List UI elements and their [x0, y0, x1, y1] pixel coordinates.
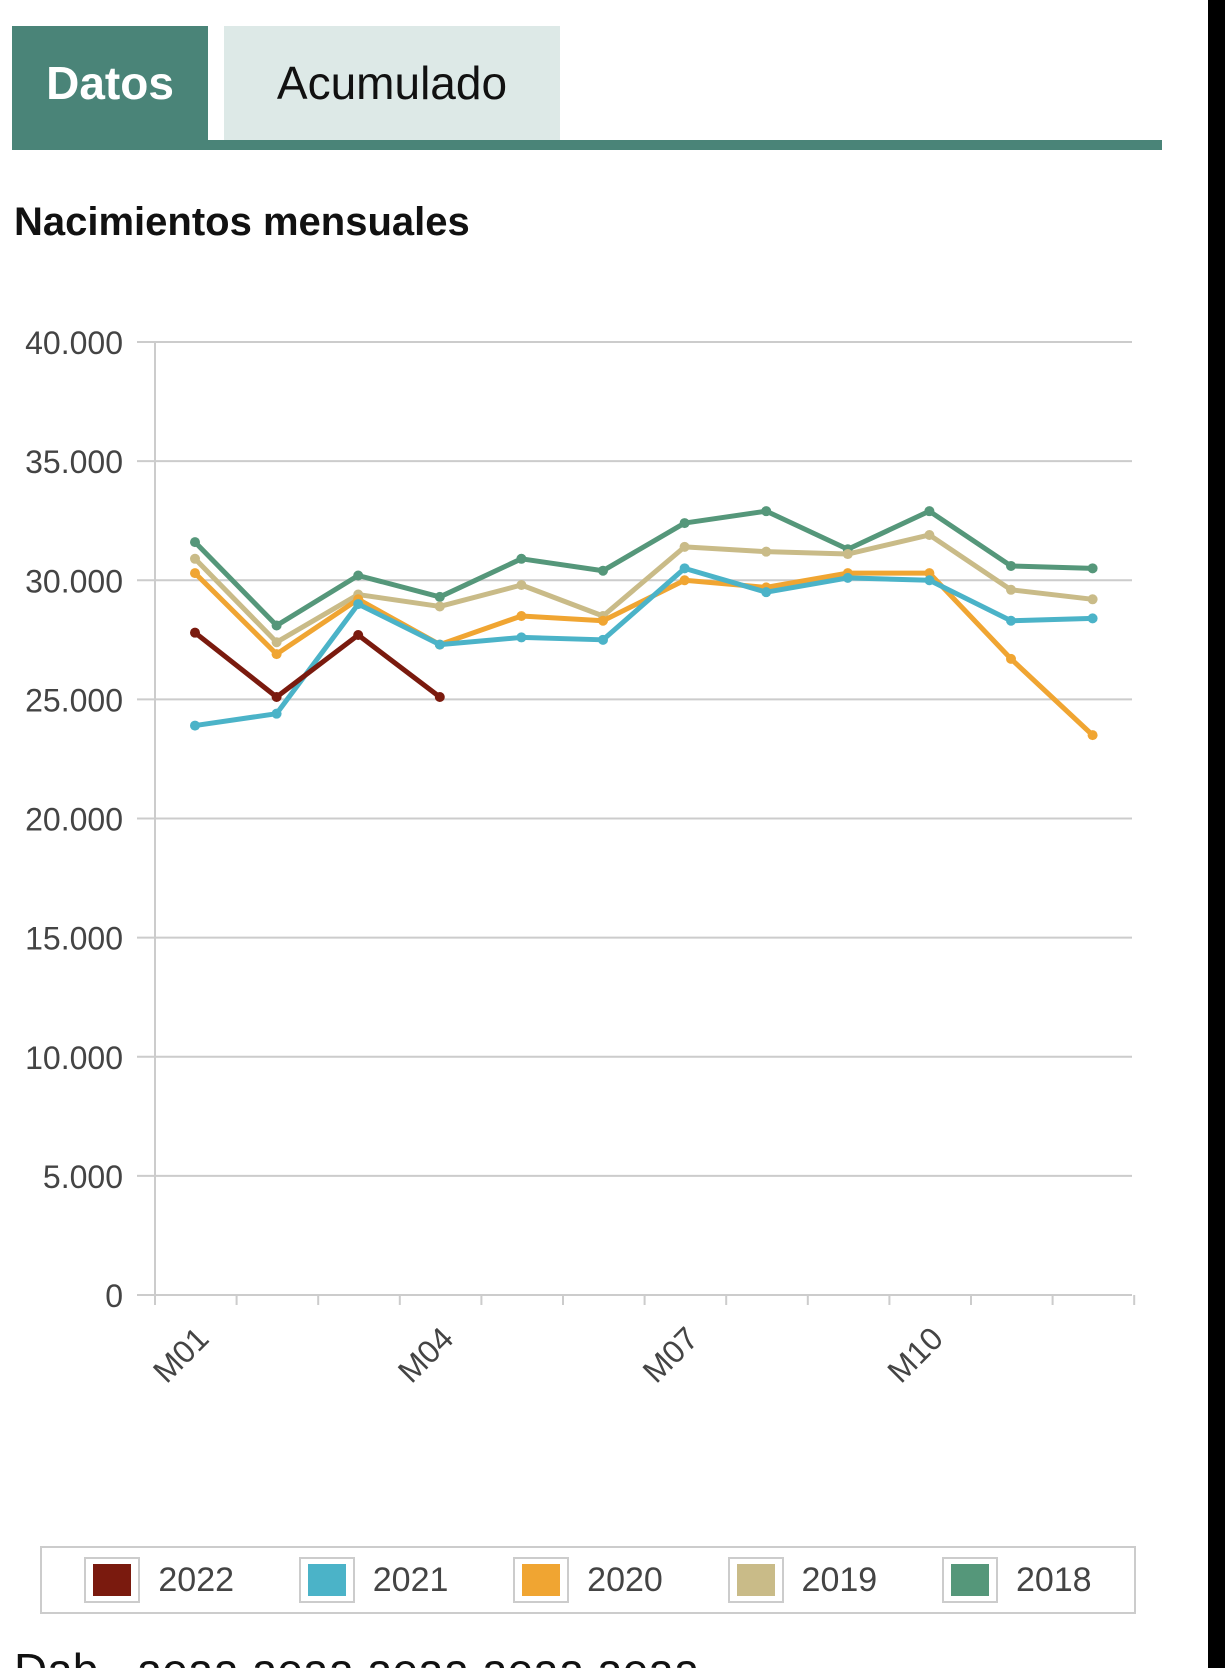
data-point — [679, 541, 690, 552]
data-point — [190, 568, 200, 579]
data-point — [271, 620, 282, 631]
data-point — [924, 575, 935, 586]
data-point — [1006, 615, 1016, 626]
data-point — [598, 615, 608, 626]
data-point — [353, 599, 364, 610]
data-point — [271, 649, 282, 660]
data-point — [761, 587, 772, 598]
chart-title: Nacimientos mensuales — [14, 200, 470, 244]
data-point — [271, 637, 282, 648]
data-point — [598, 565, 608, 576]
data-point — [434, 601, 445, 612]
series-line — [194, 565, 1093, 729]
y-tick-label: 10.000 — [25, 1040, 123, 1076]
legend-swatch — [513, 1557, 570, 1603]
x-tick-label: M01 — [146, 1320, 215, 1389]
tab-bar: Datos Acumulado — [12, 26, 1162, 152]
data-point — [842, 549, 853, 560]
data-point — [761, 506, 772, 517]
data-point — [598, 634, 608, 645]
series-2018 — [190, 506, 1098, 631]
data-point — [1006, 653, 1016, 664]
legend-label: 2020 — [587, 1560, 663, 1599]
legend-swatch — [727, 1557, 784, 1603]
x-tick-label: M07 — [636, 1320, 705, 1389]
footer-text: Dab...aeaa aeaa aeaa aeaa aeaa — [14, 1640, 1204, 1668]
series-2019 — [190, 529, 1098, 648]
legend-swatch — [84, 1557, 141, 1603]
data-point — [434, 639, 445, 650]
data-point — [190, 627, 200, 638]
legend-item-2020[interactable]: 2020 — [513, 1557, 663, 1603]
y-tick-label: 0 — [105, 1278, 123, 1314]
data-point — [842, 572, 853, 583]
grid-lines — [137, 341, 1132, 1296]
x-tick-label: M04 — [391, 1320, 460, 1389]
data-point — [516, 610, 527, 621]
data-point — [1087, 563, 1098, 574]
data-point — [190, 720, 200, 731]
data-point — [1087, 730, 1098, 741]
y-tick-label: 30.000 — [25, 563, 123, 599]
data-point — [353, 630, 364, 641]
legend-swatch — [298, 1557, 355, 1603]
series-2022 — [190, 627, 445, 702]
data-point — [1006, 560, 1016, 571]
legend: 2022 2021 2020 2019 2018 — [40, 1546, 1136, 1614]
y-tick-label: 35.000 — [25, 444, 123, 480]
data-point — [1087, 594, 1098, 605]
legend-swatch — [941, 1557, 998, 1603]
y-tick-label: 40.000 — [25, 325, 123, 361]
legend-item-2021[interactable]: 2021 — [298, 1557, 449, 1603]
series-line — [193, 532, 1093, 645]
data-point — [1006, 584, 1016, 595]
legend-label: 2021 — [372, 1560, 449, 1599]
data-point — [271, 708, 282, 719]
x-tick-label: M10 — [880, 1320, 949, 1389]
legend-item-2019[interactable]: 2019 — [727, 1557, 878, 1603]
data-point — [924, 506, 935, 517]
legend-label: 2019 — [801, 1560, 878, 1599]
data-point — [679, 575, 690, 586]
data-point — [434, 691, 445, 702]
series-line — [193, 630, 442, 700]
tab-acumulado[interactable]: Acumulado — [224, 26, 560, 140]
data-point — [516, 553, 527, 564]
data-point — [190, 553, 200, 564]
data-point — [679, 563, 690, 574]
y-tick-label: 15.000 — [25, 921, 123, 957]
tab-underline — [12, 140, 1162, 150]
data-point — [516, 580, 527, 591]
legend-label: 2018 — [1015, 1560, 1092, 1599]
data-point — [679, 518, 690, 529]
data-point — [516, 632, 527, 643]
data-point — [924, 529, 935, 540]
window-edge — [1208, 0, 1225, 1668]
legend-label: 2022 — [158, 1560, 235, 1599]
series-2021 — [190, 563, 1098, 731]
series-lines — [190, 506, 1098, 741]
data-point — [1087, 613, 1098, 624]
tab-datos[interactable]: Datos — [12, 26, 208, 140]
y-tick-label: 20.000 — [25, 802, 123, 838]
data-point — [353, 570, 364, 581]
data-point — [271, 691, 282, 702]
data-point — [761, 546, 772, 557]
legend-item-2022[interactable]: 2022 — [84, 1557, 234, 1603]
y-tick-label: 5.000 — [43, 1159, 123, 1195]
axes: 0 5.000 10.000 15.000 20.000 25.000 30.000 35.0… — [25, 325, 1136, 1390]
line-chart: 0 5.000 10.000 15.000 20.000 25.000 30.000 35.0… — [25, 325, 1136, 1390]
data-point — [434, 591, 445, 602]
series-line — [193, 508, 1093, 629]
legend-item-2018[interactable]: 2018 — [941, 1557, 1092, 1603]
data-point — [190, 537, 200, 548]
y-tick-label: 25.000 — [25, 682, 123, 718]
data-point — [924, 568, 935, 579]
